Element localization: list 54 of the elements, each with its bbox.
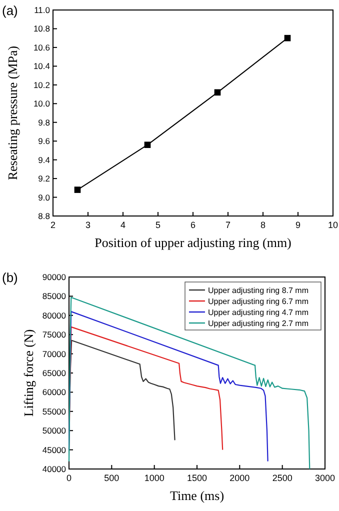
y-axis-title: Reseating pressure (MPa) — [5, 46, 20, 180]
y-tick-label: 90000 — [42, 272, 66, 282]
point — [144, 142, 151, 148]
chart-title: (b) — [2, 270, 18, 285]
x-tick-label: 500 — [104, 473, 120, 483]
y-tick-label: 65000 — [42, 368, 66, 378]
y-tick-label: 10.2 — [33, 80, 50, 90]
point — [214, 89, 221, 96]
x-tick-label: 2500 — [272, 473, 292, 483]
x-tick-label: 3 — [85, 220, 91, 230]
x-axis-title: Time (ms) — [170, 488, 224, 503]
x-axis-title: Position of upper adjusting ring (mm) — [94, 235, 292, 250]
x-tick-label: 4 — [120, 220, 126, 230]
x-tick-label: 6 — [190, 220, 196, 230]
y-tick-label: 9.0 — [38, 192, 50, 202]
y-tick-label: 8.8 — [38, 211, 50, 221]
y-tick-label: 85000 — [42, 291, 66, 302]
y-tick-label: 75000 — [42, 330, 66, 340]
y-axis-title: Lifting force (N) — [21, 329, 36, 417]
legend-label: Upper adjusting ring 8.7 mm — [208, 286, 309, 295]
line-series — [68, 296, 310, 470]
y-tick-label: 55000 — [42, 406, 66, 416]
x-tick-label: 8 — [260, 220, 266, 230]
y-tick-label: 10.8 — [33, 24, 50, 34]
x-tick-label: 2000 — [230, 473, 250, 483]
y-tick-label: 10.4 — [33, 61, 50, 72]
legend-label: Upper adjusting ring 4.7 mm — [208, 308, 309, 317]
x-tick-label: 10 — [328, 220, 338, 230]
legend-label: Upper adjusting ring 6.7 mm — [208, 297, 309, 306]
x-tick-label: 9 — [295, 220, 301, 230]
y-tick-label: 45000 — [42, 444, 66, 455]
y-tick-label: 9.6 — [38, 136, 50, 146]
y-tick-label: 9.8 — [38, 117, 50, 128]
y-tick-label: 70000 — [42, 348, 66, 359]
legend-label: Upper adjusting ring 2.7 mm — [208, 319, 309, 328]
y-tick-label: 9.2 — [38, 174, 50, 184]
x-tick-label: 7 — [225, 220, 231, 230]
y-tick-label: 60000 — [42, 387, 66, 398]
x-tick-label: 1500 — [186, 473, 208, 483]
x-tick-label: 0 — [66, 473, 72, 483]
y-tick-label: 10.0 — [33, 98, 50, 109]
point — [74, 186, 81, 193]
y-tick-label: 80000 — [42, 310, 66, 320]
y-tick-label: 11.0 — [34, 5, 50, 15]
y-tick-label: 50000 — [42, 426, 66, 436]
chart-title: (a) — [2, 3, 18, 18]
x-tick-label: 5 — [155, 220, 161, 230]
x-tick-label: 2 — [50, 220, 56, 230]
y-tick-label: 9.4 — [38, 154, 50, 165]
y-tick-label: 40000 — [42, 464, 66, 474]
point — [284, 34, 291, 42]
y-tick-label: 10.6 — [33, 42, 50, 52]
x-tick-label: 1000 — [144, 473, 164, 483]
x-tick-label: 3000 — [314, 473, 336, 483]
